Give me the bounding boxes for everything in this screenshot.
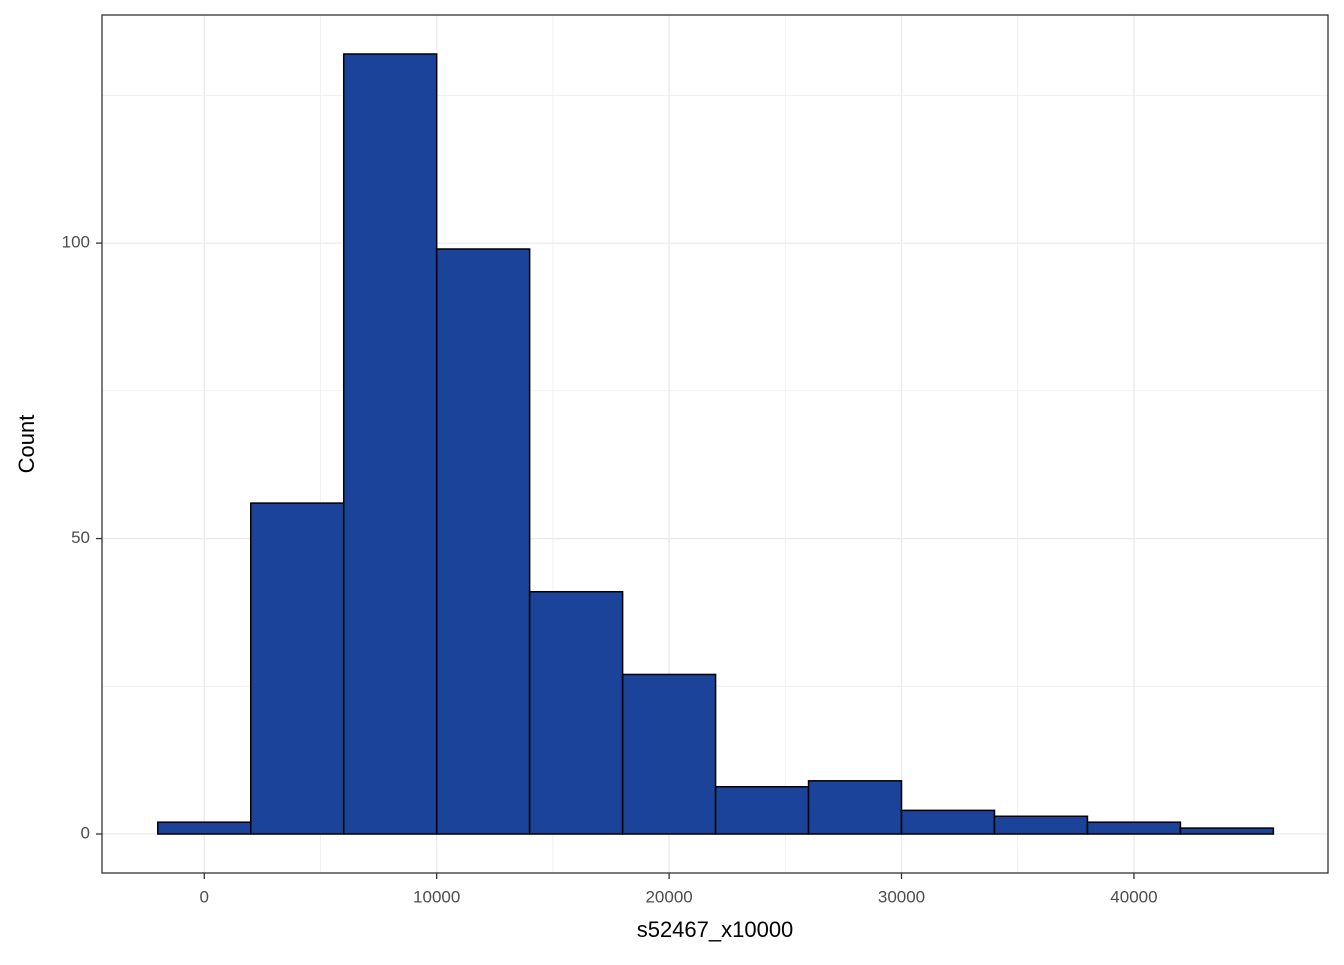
bar [1086,821,1182,835]
x-tick-label: 10000 [413,887,460,906]
panel-border [101,14,1329,874]
bar [714,785,810,835]
x-tick-label: 40000 [1110,887,1157,906]
bar [249,502,345,835]
x-tick-label: 30000 [878,887,925,906]
bar [900,809,996,835]
y-tick-label: 100 [62,233,90,252]
x-axis-title: s52467_x10000 [637,917,794,942]
bar [157,821,252,835]
x-tick-label: 0 [200,887,209,906]
y-tick-label: 0 [81,823,90,842]
bar [993,815,1089,835]
bar [1179,827,1275,835]
y-axis-title: Count [14,415,39,474]
y-tick-label: 50 [71,528,90,547]
x-tick-label: 20000 [645,887,692,906]
bar [528,590,624,835]
bar [621,673,717,835]
bar [435,248,531,835]
bar [342,53,438,835]
bars [157,53,1275,835]
bar [807,780,903,835]
